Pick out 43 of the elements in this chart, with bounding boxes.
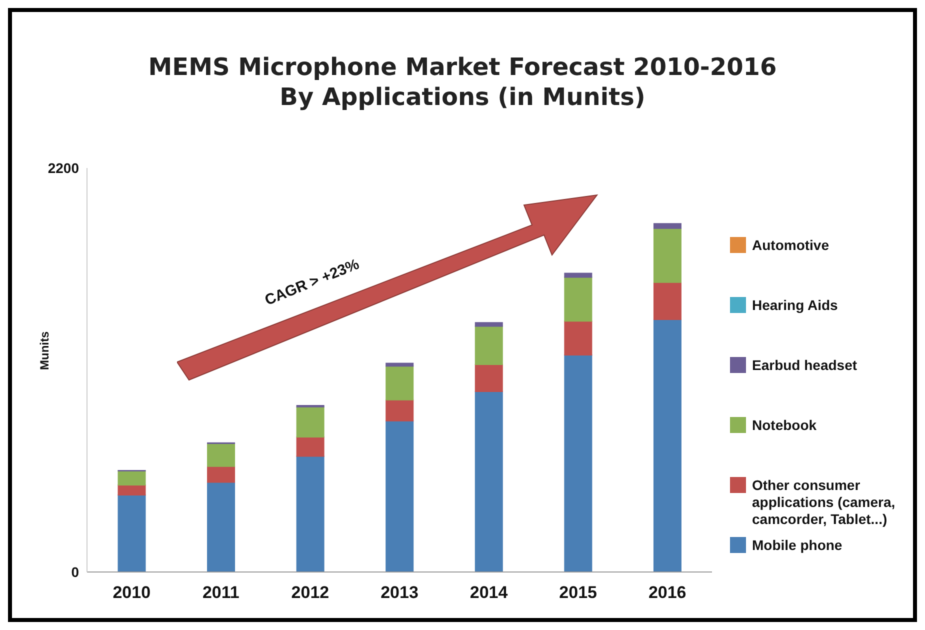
legend-label: Automotive <box>752 237 829 254</box>
legend-label: Other consumer applications (camera, camcorder, Tablet...) <box>752 477 896 528</box>
x-tick-label: 2015 <box>559 583 597 602</box>
bar <box>386 366 414 400</box>
bar <box>207 442 236 467</box>
bar <box>564 354 592 572</box>
legend-label: Hearing Aids <box>752 297 838 314</box>
bar <box>564 272 592 278</box>
bar <box>296 456 324 572</box>
bar <box>474 322 503 327</box>
bar <box>118 484 146 496</box>
bar <box>386 420 414 572</box>
bar <box>653 282 682 320</box>
bar <box>118 494 146 572</box>
legend-label: Earbud headset <box>752 357 858 374</box>
bar <box>296 406 324 438</box>
bar <box>386 399 414 422</box>
bar <box>118 470 146 486</box>
y-axis-title: Munits <box>37 331 52 370</box>
bar <box>653 319 682 572</box>
bar <box>474 326 503 365</box>
x-tick-label: 2011 <box>202 583 240 602</box>
y-tick-label: 0 <box>71 564 80 580</box>
bar <box>564 320 592 356</box>
bar <box>207 466 236 483</box>
x-tick-label: 2010 <box>112 583 151 602</box>
bar <box>653 223 682 229</box>
annotation: CAGR > +23% <box>262 256 362 310</box>
bar <box>564 276 592 322</box>
legend-label: Notebook <box>752 417 817 434</box>
bar <box>207 482 236 572</box>
legend-label: Mobile phone <box>752 537 842 554</box>
bar <box>296 436 324 457</box>
x-tick-label: 2012 <box>291 583 330 602</box>
chart-title: MEMS Microphone Market Forecast 2010-2016 By Applications (in Munits) <box>147 52 778 112</box>
y-tick-label: 2200 <box>48 160 80 176</box>
x-tick-label: 2014 <box>470 583 508 602</box>
x-tick-label: 2016 <box>648 583 686 602</box>
x-tick-label: 2013 <box>380 583 418 602</box>
bar <box>386 362 414 367</box>
bar <box>653 228 682 283</box>
bar <box>474 364 503 392</box>
bar <box>474 390 503 572</box>
